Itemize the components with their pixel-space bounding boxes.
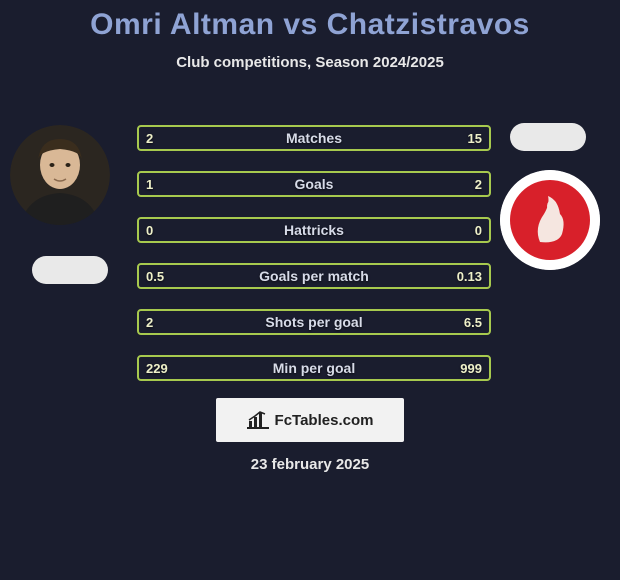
bar-value-right: 0	[468, 219, 489, 241]
bar-row: 0 Hattricks 0	[137, 217, 491, 243]
player-left-avatar	[10, 125, 110, 225]
date-label: 23 february 2025	[0, 456, 620, 473]
bar-label: Matches	[139, 127, 489, 149]
bar-value-right: 6.5	[457, 311, 489, 333]
bar-value-right: 999	[453, 357, 489, 379]
bar-row: 229 Min per goal 999	[137, 355, 491, 381]
player-right-avatar	[500, 170, 600, 270]
bar-value-left: 2	[139, 127, 160, 149]
bar-label: Shots per goal	[139, 311, 489, 333]
bar-label: Min per goal	[139, 357, 489, 379]
bar-row: 0.5 Goals per match 0.13	[137, 263, 491, 289]
comparison-bars: 2 Matches 15 1 Goals 2 0 Hattricks 0 0.5…	[137, 125, 491, 401]
flag-left	[32, 256, 108, 284]
bar-label: Goals per match	[139, 265, 489, 287]
subtitle: Club competitions, Season 2024/2025	[0, 54, 620, 71]
bar-row: 2 Shots per goal 6.5	[137, 309, 491, 335]
flag-right	[510, 123, 586, 151]
logo-text: FcTables.com	[275, 412, 374, 429]
bar-value-left: 0.5	[139, 265, 171, 287]
fctables-logo: FcTables.com	[216, 398, 404, 442]
bar-value-left: 229	[139, 357, 175, 379]
page-title: Omri Altman vs Chatzistravos	[0, 0, 620, 42]
bar-value-right: 15	[461, 127, 489, 149]
bar-value-left: 0	[139, 219, 160, 241]
chart-icon	[247, 411, 269, 429]
bar-label: Goals	[139, 173, 489, 195]
bar-value-right: 0.13	[450, 265, 489, 287]
bar-value-left: 1	[139, 173, 160, 195]
bar-row: 1 Goals 2	[137, 171, 491, 197]
bar-value-right: 2	[468, 173, 489, 195]
bar-label: Hattricks	[139, 219, 489, 241]
bar-row: 2 Matches 15	[137, 125, 491, 151]
bar-value-left: 2	[139, 311, 160, 333]
